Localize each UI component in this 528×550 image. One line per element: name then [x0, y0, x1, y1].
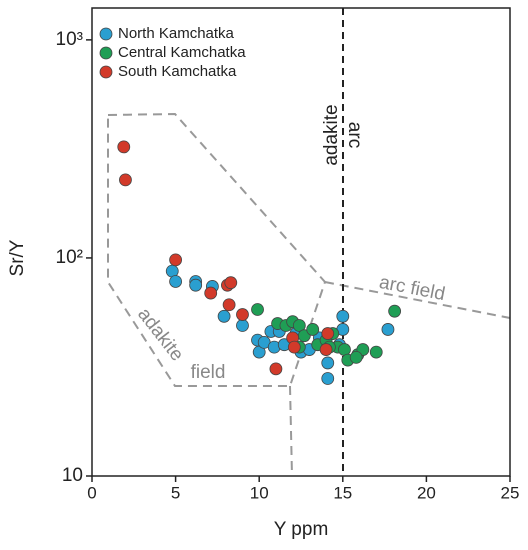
x-tick-label: 15: [333, 483, 352, 502]
data-point: [222, 298, 236, 312]
x-tick-label: 5: [171, 483, 180, 502]
data-point: [217, 309, 231, 323]
legend-label: North Kamchatka: [118, 25, 235, 42]
data-point: [321, 372, 335, 385]
data-point: [189, 278, 203, 292]
data-point: [117, 140, 131, 154]
data-point: [119, 173, 132, 187]
data-point: [321, 356, 335, 370]
annotation: arc: [344, 122, 365, 148]
data-point: [236, 308, 249, 321]
data-point: [349, 350, 363, 364]
legend-marker: [99, 27, 113, 41]
field-divider: [289, 385, 293, 477]
data-point: [319, 343, 333, 356]
annotation: field: [191, 362, 226, 383]
data-point: [236, 319, 249, 332]
y-axis-label: Sr/Y: [7, 239, 28, 276]
data-point: [287, 340, 301, 354]
annotation: arc field: [377, 272, 446, 305]
data-point: [224, 276, 238, 290]
data-point: [369, 345, 383, 359]
data-point: [169, 275, 183, 288]
legend-label: Central Kamchatka: [118, 44, 246, 61]
data-point: [306, 323, 320, 336]
data-point: [336, 309, 350, 323]
data-point: [292, 319, 306, 332]
y-tick-label: 10: [62, 465, 83, 486]
data-point: [388, 304, 402, 318]
data-point: [169, 253, 183, 267]
legend-label: South Kamchatka: [118, 63, 237, 80]
x-axis-label: Y ppm: [274, 519, 329, 540]
field-boundaries: [107, 112, 511, 477]
x-tick-label: 0: [87, 483, 96, 502]
x-tick-label: 25: [501, 483, 520, 502]
y-tick-label: 10³: [56, 29, 83, 50]
data-point: [204, 286, 218, 300]
data-point: [381, 323, 395, 336]
data-point: [269, 362, 283, 376]
y-tick-label: 10²: [56, 247, 83, 268]
x-tick-label: 10: [250, 483, 269, 502]
data-point: [321, 327, 335, 340]
data-point: [251, 303, 264, 316]
legend-marker: [99, 46, 113, 60]
x-tick-label: 20: [417, 483, 436, 502]
arc-field-outline: [324, 281, 511, 319]
plot-frame: [91, 7, 511, 477]
legend-marker: [99, 65, 113, 79]
adakite-field-outline: [107, 112, 327, 387]
annotation: adakite: [321, 104, 342, 165]
